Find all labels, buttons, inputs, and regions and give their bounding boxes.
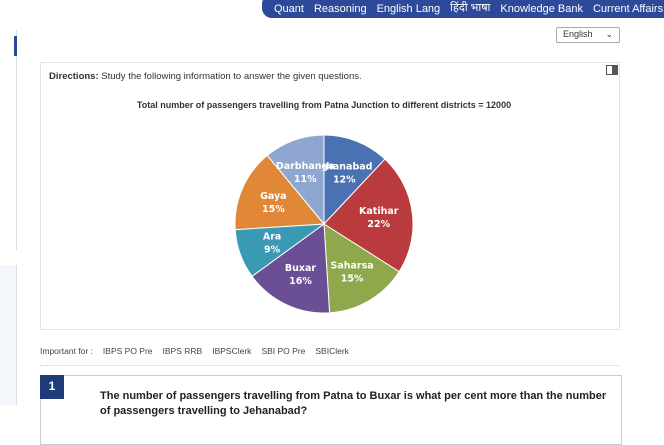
slice-value-label: 15% xyxy=(262,204,285,215)
pie-slice xyxy=(323,223,400,314)
nav-item[interactable]: Reasoning xyxy=(313,3,367,15)
pie-slice xyxy=(323,158,414,273)
toggle-icon[interactable] xyxy=(606,65,618,75)
chart-title: Total number of passengers travelling fr… xyxy=(137,100,511,110)
nav-item[interactable]: Current Affairs xyxy=(592,3,664,15)
nav-item[interactable]: हिंदी भाषा xyxy=(450,2,491,14)
slice-label: Gaya xyxy=(260,191,287,202)
slice-label: Jehanabad xyxy=(315,162,372,173)
slice-value-label: 9% xyxy=(264,245,281,256)
slice-value-label: 11% xyxy=(294,174,317,185)
nav-bar: Quant Reasoning English Lang हिंदी भाषा Know… xyxy=(262,0,664,18)
pie-slice xyxy=(323,134,386,226)
slice-value-label: 12% xyxy=(333,175,356,186)
slice-label: Darbhanga xyxy=(276,161,335,172)
directions-text: Study the following information to answe… xyxy=(101,71,362,82)
language-select[interactable]: English ⌄ xyxy=(556,27,620,43)
important-for: Important for : IBPS PO Pre IBPS RRB IBPSCl… xyxy=(40,346,349,356)
important-link[interactable]: SBIClerk xyxy=(315,346,349,356)
slice-label: Ara xyxy=(263,232,281,243)
important-link[interactable]: SBI PO Pre xyxy=(261,346,306,356)
pie-slice xyxy=(266,134,325,226)
slice-label: Buxar xyxy=(285,263,317,274)
pie-slice xyxy=(234,154,326,231)
slice-value-label: 22% xyxy=(367,219,390,230)
card xyxy=(40,62,620,330)
nav-item[interactable]: English Lang xyxy=(376,3,441,15)
important-link[interactable]: IBPSClerk xyxy=(212,346,252,356)
sidebar-marker xyxy=(14,36,17,56)
select-value: English xyxy=(563,29,593,39)
directions-label: Directions: xyxy=(49,71,99,82)
important-label: Important for : xyxy=(40,346,93,356)
nav-item[interactable]: Knowledge Bank xyxy=(500,3,583,15)
nav-item[interactable]: Quant xyxy=(274,3,304,15)
pie-slice xyxy=(251,223,331,314)
slice-value-label: 16% xyxy=(289,276,312,287)
question-text: The number of passengers travelling from… xyxy=(100,390,607,417)
important-link[interactable]: IBPS PO Pre xyxy=(102,346,153,356)
divider xyxy=(40,365,620,366)
slice-value-label: 15% xyxy=(341,273,364,284)
question-number: 1 xyxy=(40,375,64,399)
sidebar xyxy=(0,30,17,250)
slice-label: Saharsa xyxy=(330,260,373,271)
directions: Directions: Study the following informat… xyxy=(49,71,362,82)
slice-label: Katihar xyxy=(359,206,399,217)
ad xyxy=(0,265,17,405)
important-link[interactable]: IBPS RRB xyxy=(162,346,203,356)
